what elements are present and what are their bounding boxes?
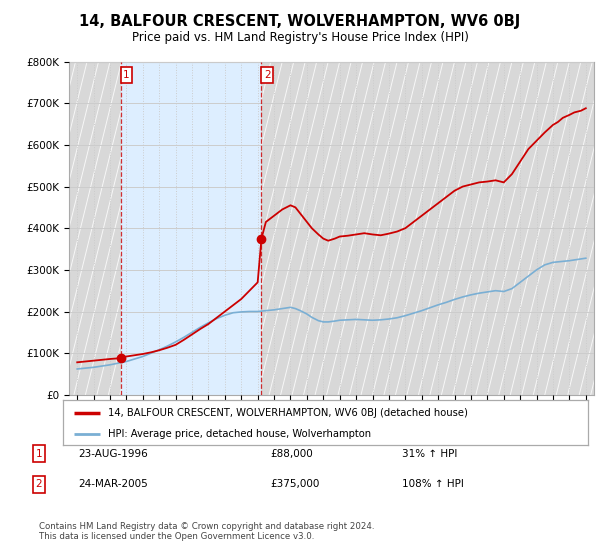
Text: £375,000: £375,000: [270, 479, 319, 489]
Text: 2: 2: [35, 479, 43, 489]
Text: 14, BALFOUR CRESCENT, WOLVERHAMPTON, WV6 0BJ (detached house): 14, BALFOUR CRESCENT, WOLVERHAMPTON, WV6…: [107, 408, 467, 418]
Text: 2: 2: [264, 70, 271, 80]
Text: 14, BALFOUR CRESCENT, WOLVERHAMPTON, WV6 0BJ: 14, BALFOUR CRESCENT, WOLVERHAMPTON, WV6…: [79, 14, 521, 29]
Bar: [121, 62, 262, 395]
Text: Contains HM Land Registry data © Crown copyright and database right 2024.
This d: Contains HM Land Registry data © Crown c…: [39, 522, 374, 542]
Text: HPI: Average price, detached house, Wolverhampton: HPI: Average price, detached house, Wolv…: [107, 429, 371, 439]
Text: 108% ↑ HPI: 108% ↑ HPI: [402, 479, 464, 489]
Text: £88,000: £88,000: [270, 449, 313, 459]
Text: 24-MAR-2005: 24-MAR-2005: [78, 479, 148, 489]
Text: Price paid vs. HM Land Registry's House Price Index (HPI): Price paid vs. HM Land Registry's House …: [131, 31, 469, 44]
Text: 1: 1: [35, 449, 43, 459]
Text: 1: 1: [123, 70, 130, 80]
Text: 31% ↑ HPI: 31% ↑ HPI: [402, 449, 457, 459]
Text: 23-AUG-1996: 23-AUG-1996: [78, 449, 148, 459]
